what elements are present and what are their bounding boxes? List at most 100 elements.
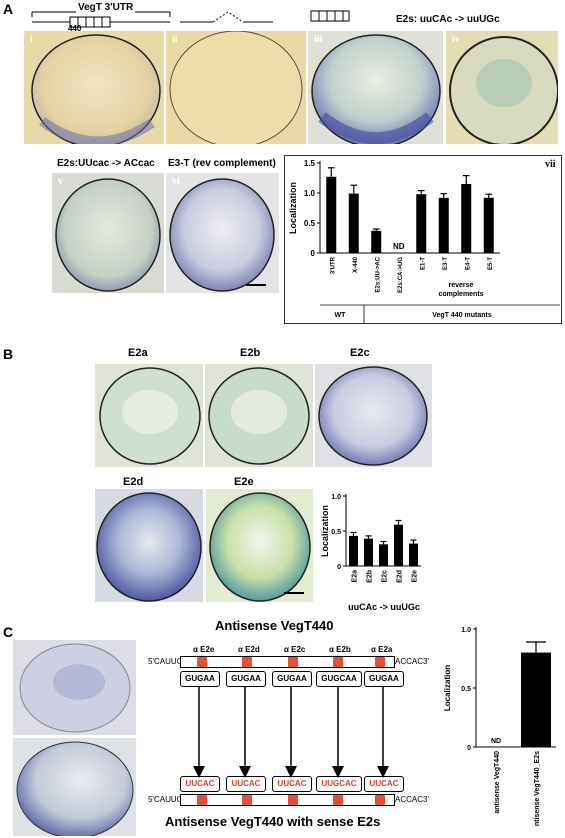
y-tick-label: 1.0 xyxy=(304,189,316,198)
group-label-wt: WT xyxy=(335,312,347,319)
category-label: E5-T xyxy=(488,257,494,270)
e2s-mutation-label: E2s: uuCAc -> uuUGc xyxy=(396,14,500,25)
roman-iv: iv xyxy=(452,34,460,45)
e3t-label: E3-T (rev complement) xyxy=(168,158,276,169)
site-mark-e2d xyxy=(242,657,252,667)
roman-v: v xyxy=(58,176,63,187)
alpha-e2d-label: α E2d xyxy=(238,645,260,654)
y-tick-label: 0.5 xyxy=(461,686,471,693)
category-label: E2e xyxy=(412,570,419,583)
y-axis-label: Localization xyxy=(320,505,330,557)
roman-vi: vi xyxy=(172,176,180,187)
embryo-image-c2 xyxy=(13,738,136,836)
embryo-image-ii xyxy=(166,31,306,144)
embryo-image-vi xyxy=(166,173,279,293)
site-mark-e2c xyxy=(288,657,298,667)
site-mark-e2e xyxy=(197,657,207,667)
sense-box: UUCAC xyxy=(364,776,404,792)
bar xyxy=(416,194,427,253)
top-5prime: 5'CAUUG xyxy=(148,657,183,666)
site-mark-bottom xyxy=(333,795,343,805)
reverse-complements-label: complements xyxy=(438,291,483,298)
antisense-title: Antisense VegT440 xyxy=(215,618,334,633)
antisense-box: GUGAA xyxy=(364,671,404,687)
y-tick-label: 0 xyxy=(467,745,471,752)
roman-vii: vii xyxy=(545,159,556,170)
category-label: antisense VegT440_E2s xyxy=(534,751,541,826)
bar xyxy=(364,538,373,566)
conversion-arrows xyxy=(193,686,389,778)
x-axis-label: uuCAc -> uuUGc xyxy=(348,602,420,612)
sense-box: UUCAC xyxy=(180,776,220,792)
embryo-image-iii xyxy=(308,31,443,144)
embryo-image-v xyxy=(52,173,164,293)
bar xyxy=(326,176,337,253)
bottom-3prime: ACCAC3' xyxy=(395,795,429,804)
y-tick-label: 1.5 xyxy=(304,159,316,168)
category-label: X-440 xyxy=(353,256,359,273)
sense-box: UUCAC xyxy=(226,776,266,792)
alpha-e2b-label: α E2b xyxy=(329,645,351,654)
bar xyxy=(461,184,472,253)
antisense-box: GUGAA xyxy=(180,671,220,687)
antisense-box: GUGCAA xyxy=(316,671,362,687)
alpha-e2a-label: α E2a xyxy=(371,645,393,654)
site-mark-e2b xyxy=(333,657,343,667)
category-label: E2d xyxy=(397,570,404,583)
category-label: antisense VegT440 xyxy=(494,751,501,814)
y-tick-label: 1.0 xyxy=(461,627,471,634)
chart-c: 0 0.5 1.0 Localization ND antisense VegT440 an… xyxy=(443,627,556,826)
bar xyxy=(394,524,403,566)
alpha-e2e-label: α E2e xyxy=(193,645,215,654)
bar xyxy=(371,230,382,253)
bar xyxy=(409,543,418,566)
category-label: E1-T xyxy=(420,257,426,270)
site-mark-e2a xyxy=(375,657,385,667)
sense-box: UUCAC xyxy=(272,776,312,792)
embryo-image-c1 xyxy=(13,640,136,735)
embryo-image-e2c xyxy=(315,364,432,467)
site-mark-bottom xyxy=(375,795,385,805)
y-tick-label: 0.5 xyxy=(304,219,316,228)
category-label: 3'UTR xyxy=(330,256,336,274)
chart-a: 0 0.5 1.0 1.5 Localization 3'UTR X-440 E2s:UU->… xyxy=(284,155,562,324)
sense-box: UUGCAC xyxy=(316,776,362,792)
category-label: E4-T xyxy=(465,257,471,270)
roman-iii: iii xyxy=(314,34,323,45)
y-tick-label: 1.0 xyxy=(331,494,341,501)
roman-ii: ii xyxy=(172,34,178,45)
nd-label: ND xyxy=(393,242,405,251)
label-e2d: E2d xyxy=(123,476,144,488)
category-label: E2s:UU->AC xyxy=(375,256,381,292)
nd-label: ND xyxy=(491,738,501,745)
embryo-image-e2e xyxy=(206,489,313,602)
y-axis-label: Localization xyxy=(443,665,452,711)
bar xyxy=(379,544,388,566)
deletion-schematic xyxy=(180,11,273,23)
label-e2c: E2c xyxy=(350,347,370,359)
y-axis-label: Localization xyxy=(288,182,298,234)
box-schematic xyxy=(310,10,350,22)
bar xyxy=(348,193,359,253)
reverse-complements-label: reverse xyxy=(449,282,474,289)
e2s-mutation2-label: E2s:UUcac -> ACcac xyxy=(57,158,155,169)
num-440: 440 xyxy=(68,24,82,33)
y-tick-label: 0 xyxy=(311,249,316,258)
label-e2e: E2e xyxy=(234,476,254,488)
embryo-image-i xyxy=(24,31,164,144)
site-mark-bottom xyxy=(242,795,252,805)
top-3prime: ACCAC3' xyxy=(395,657,429,666)
embryo-image-e2b xyxy=(205,364,313,467)
bottom-5prime: 5'CAUUG xyxy=(148,795,183,804)
bar xyxy=(483,197,494,253)
category-label: E2s:CA->UG xyxy=(398,257,404,293)
antisense-e2s-title: Antisense VegT440 with sense E2s xyxy=(165,814,381,829)
category-label: E2a xyxy=(352,570,359,583)
utr-label: VegT 3'UTR xyxy=(76,2,136,13)
bar xyxy=(521,652,551,747)
label-e2b: E2b xyxy=(240,347,261,359)
category-label: E2b xyxy=(367,570,374,583)
group-label-mutants: VegT 440 mutants xyxy=(432,312,492,319)
panel-b-label: B xyxy=(3,346,14,362)
